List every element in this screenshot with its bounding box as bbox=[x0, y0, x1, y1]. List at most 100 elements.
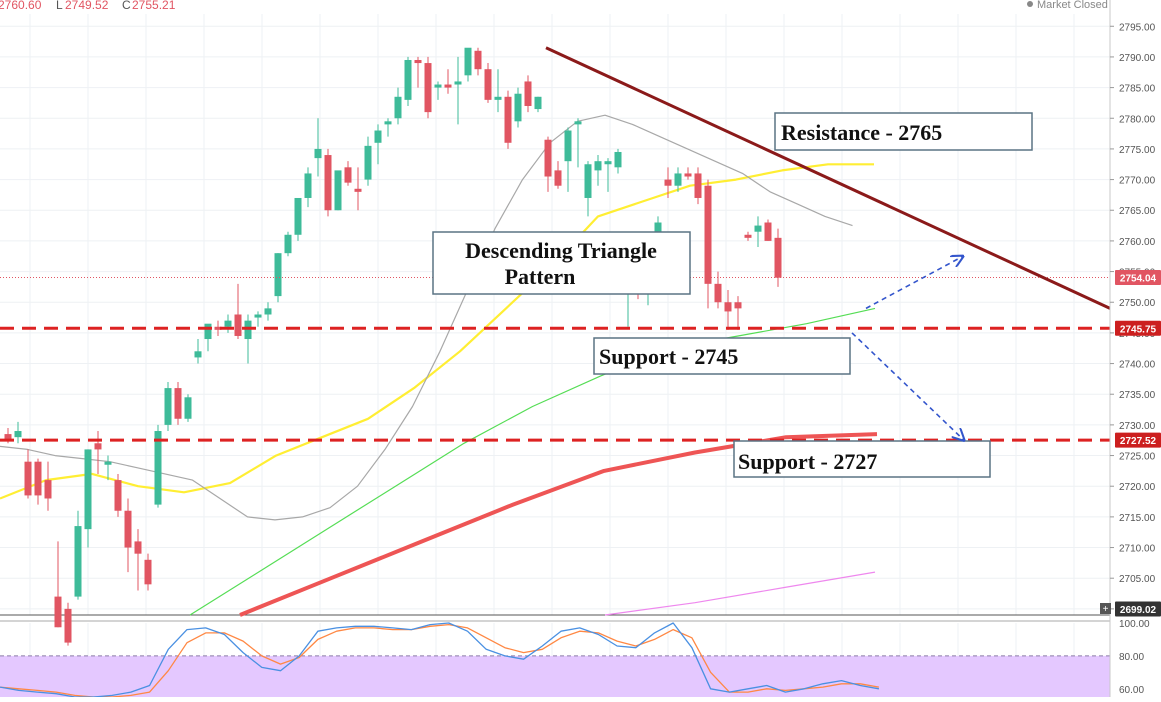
candle-body bbox=[244, 320, 252, 340]
candle-body bbox=[554, 170, 562, 186]
support-high-badge-bg bbox=[1115, 320, 1161, 336]
oscillator-blue-line bbox=[0, 622, 880, 698]
candle bbox=[384, 118, 392, 137]
support-2727-label: Support - 2727 bbox=[738, 449, 877, 474]
triangle-annotation: Descending Triangle Pattern bbox=[432, 231, 691, 295]
candle-body bbox=[474, 50, 482, 70]
ohlc-low-value: 2749.52 bbox=[65, 0, 109, 12]
resistance-label: Resistance - 2765 bbox=[781, 120, 942, 145]
sma-magenta-line bbox=[604, 571, 876, 616]
candle-body bbox=[464, 47, 472, 76]
support-2745-box bbox=[593, 337, 851, 375]
candle-body bbox=[264, 308, 272, 315]
candle bbox=[54, 541, 62, 628]
candle bbox=[434, 81, 442, 100]
support-2727-box bbox=[733, 440, 991, 478]
candle-body bbox=[14, 431, 22, 438]
arrow-up-projection bbox=[865, 256, 963, 310]
candle bbox=[584, 161, 592, 217]
arrow-down-projection bbox=[851, 332, 964, 440]
resistance-box bbox=[774, 112, 1033, 151]
axis-tick-label: 2780.00 bbox=[1119, 114, 1156, 125]
candle-body bbox=[124, 510, 132, 548]
candle-body bbox=[64, 608, 72, 643]
candle-body bbox=[114, 480, 122, 511]
plus-icon: + bbox=[1103, 604, 1109, 615]
candle-body bbox=[304, 173, 312, 198]
candle-body bbox=[684, 173, 692, 177]
candle bbox=[704, 179, 712, 309]
candle bbox=[194, 339, 202, 364]
candle bbox=[294, 197, 302, 241]
candle-body bbox=[324, 155, 332, 211]
bottom-price-badge: 2699.02 bbox=[1115, 601, 1161, 617]
candle-body bbox=[564, 130, 572, 162]
axis-tick-label: 2715.00 bbox=[1119, 513, 1156, 524]
candle-body bbox=[674, 173, 682, 186]
candle-body bbox=[574, 121, 582, 125]
axis-tick-label: 2795.00 bbox=[1119, 22, 1156, 33]
candle-body bbox=[24, 461, 32, 496]
candle-body bbox=[334, 170, 342, 211]
candle-body bbox=[204, 323, 212, 340]
candle-body bbox=[104, 461, 112, 465]
candle-body bbox=[154, 431, 162, 505]
last-price-badge-text: 2754.04 bbox=[1120, 273, 1157, 284]
candle bbox=[304, 167, 312, 208]
candle-body bbox=[184, 397, 192, 419]
candle-body bbox=[234, 314, 242, 336]
candle-body bbox=[614, 151, 622, 168]
price-axis-bg bbox=[1110, 0, 1161, 697]
candle bbox=[574, 118, 582, 168]
market-status: Market Closed bbox=[1027, 0, 1108, 11]
candle bbox=[734, 296, 742, 330]
candle-body bbox=[594, 161, 602, 171]
candle bbox=[204, 323, 212, 352]
candle bbox=[84, 449, 92, 548]
candle-body bbox=[404, 59, 412, 100]
candle-body bbox=[734, 302, 742, 309]
candle-body bbox=[454, 81, 462, 85]
support-2745-label: Support - 2745 bbox=[599, 344, 738, 369]
axis-tick-label: 2790.00 bbox=[1119, 53, 1156, 64]
candle-body bbox=[374, 130, 382, 143]
candle-body bbox=[424, 63, 432, 113]
candle bbox=[554, 161, 562, 189]
candle-body bbox=[754, 225, 762, 232]
candle bbox=[464, 47, 472, 82]
candle bbox=[474, 47, 482, 76]
candle-body bbox=[524, 81, 532, 106]
candle-body bbox=[484, 69, 492, 100]
axis-tick-label: 2740.00 bbox=[1119, 360, 1156, 371]
axis-tick-label: 2750.00 bbox=[1119, 298, 1156, 309]
candle bbox=[494, 69, 502, 113]
triangle-label-line1: Descending Triangle bbox=[465, 238, 657, 263]
candle-body bbox=[544, 139, 552, 177]
oscillator-band bbox=[0, 655, 1110, 697]
candle bbox=[754, 216, 762, 248]
axis-tick-label: 2705.00 bbox=[1119, 574, 1156, 585]
candle bbox=[484, 63, 492, 103]
triangle-label-line2: Pattern bbox=[505, 264, 576, 289]
candle bbox=[124, 498, 132, 573]
candle-body bbox=[34, 461, 42, 496]
candle-body bbox=[144, 559, 152, 585]
candle bbox=[324, 148, 332, 217]
candle-body bbox=[534, 96, 542, 110]
candle bbox=[34, 458, 42, 505]
candle-body bbox=[444, 84, 452, 88]
candle bbox=[694, 167, 702, 205]
candle-body bbox=[764, 222, 772, 241]
candle bbox=[724, 289, 732, 330]
candle-body bbox=[354, 188, 362, 192]
candle-body bbox=[84, 449, 92, 530]
bottom-price-badge-text: 2699.02 bbox=[1120, 605, 1157, 616]
market-status-text: Market Closed bbox=[1037, 0, 1108, 11]
candle-body bbox=[704, 185, 712, 284]
candle bbox=[14, 421, 22, 444]
last-price-badge: 2754.04 bbox=[1115, 269, 1161, 285]
candle bbox=[674, 167, 682, 192]
candle bbox=[154, 424, 162, 508]
